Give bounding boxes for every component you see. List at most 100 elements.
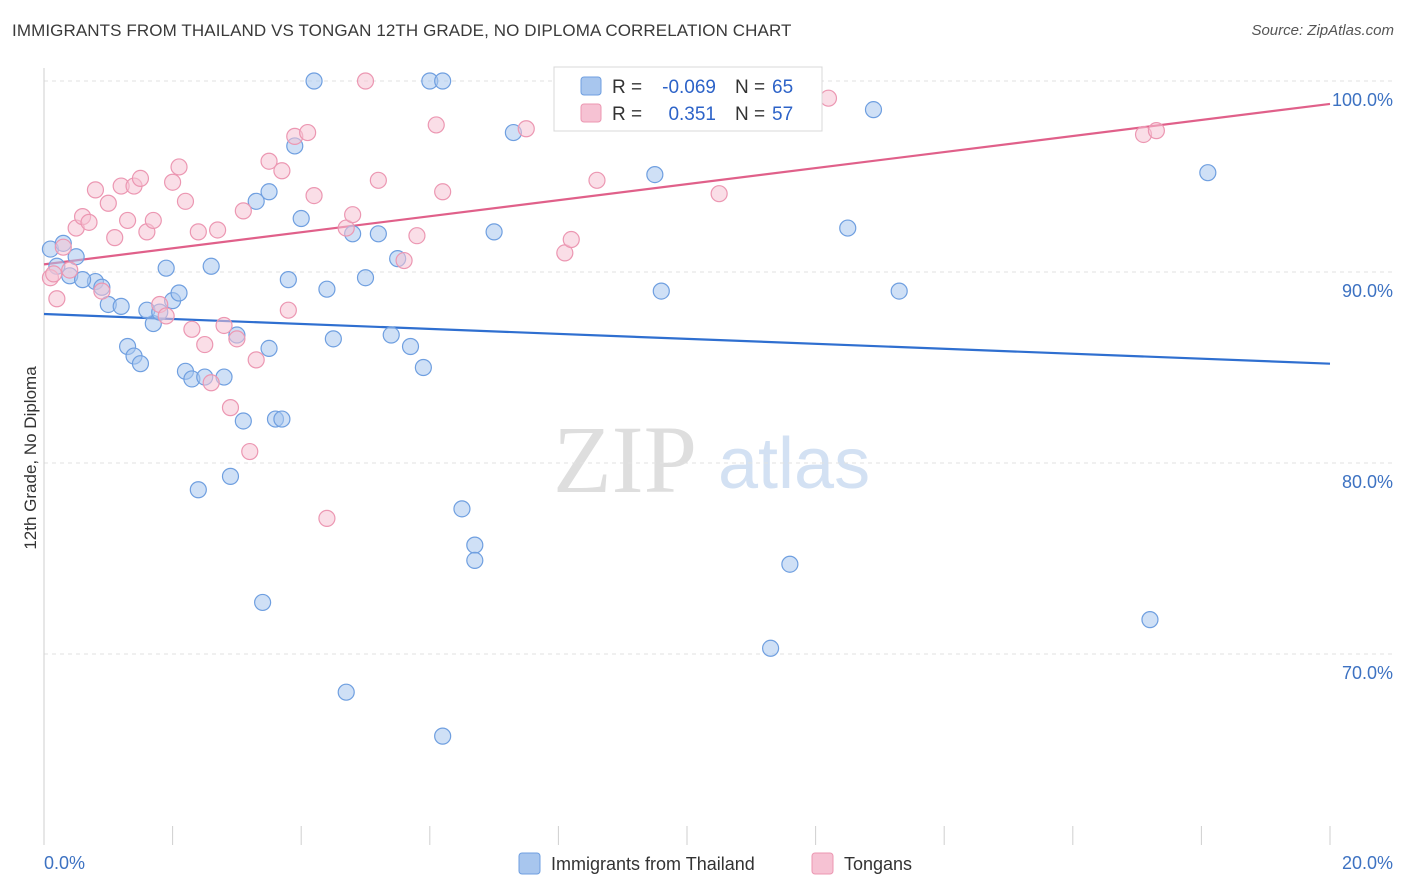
thailand-point-50	[466, 551, 484, 570]
thailand-point-27	[260, 183, 278, 201]
thailand-point-39	[356, 269, 375, 287]
tongans-point-24	[196, 335, 214, 354]
thailand-point-26	[254, 593, 272, 612]
thailand-point-56	[781, 555, 799, 573]
series-legend-label-thailand: Immigrants from Thailand	[551, 854, 755, 874]
tongans-point-20	[170, 158, 188, 176]
thailand-point-28	[260, 339, 278, 357]
tongans-point-42	[356, 72, 375, 90]
series-legend: Immigrants from Thailand Tongans	[518, 852, 912, 875]
tongans-point-18	[157, 307, 175, 325]
tongans-point-33	[260, 152, 278, 170]
legend-swatch-thailand	[580, 76, 602, 96]
tongans-point-44	[395, 251, 413, 270]
x-tick-label-max: 20.0%	[1342, 853, 1393, 873]
tongans-point-47	[434, 183, 452, 201]
thailand-trend-line	[43, 312, 1331, 365]
x-tick-label-min: 0.0%	[44, 853, 85, 873]
chart-title: IMMIGRANTS FROM THAILAND VS TONGAN 12TH …	[12, 21, 792, 40]
thailand-point-57	[839, 219, 857, 237]
legend-n-label-tongans: N =	[735, 104, 765, 125]
thailand-point-58	[864, 101, 883, 119]
tongans-point-43	[369, 171, 387, 189]
thailand-point-47	[434, 727, 452, 745]
data-points	[41, 72, 1217, 745]
thailand-point-36	[324, 330, 342, 348]
y-tick-label-70: 70.0%	[1342, 663, 1393, 683]
thailand-point-31	[279, 271, 297, 289]
tongans-point-2	[54, 238, 72, 256]
tongans-point-32	[247, 351, 265, 369]
tongans-point-29	[228, 330, 246, 348]
tongans-point-48	[517, 120, 535, 138]
legend-r-value-tongans: 0.351	[668, 104, 716, 125]
tongans-point-3	[61, 261, 79, 279]
y-tick-label-100: 100.0%	[1332, 90, 1393, 110]
thailand-point-43	[401, 337, 420, 356]
thailand-point-40	[369, 225, 387, 243]
tongans-point-41	[344, 206, 362, 224]
tongans-point-51	[588, 171, 606, 189]
thailand-point-10	[131, 355, 150, 373]
series-legend-swatch-thailand	[518, 852, 541, 875]
thailand-point-55	[761, 639, 780, 657]
thailand-point-25	[247, 192, 265, 210]
thailand-point-35	[318, 280, 336, 298]
tongans-point-19	[164, 173, 182, 191]
tongans-point-25	[202, 374, 220, 392]
tongans-point-38	[305, 187, 323, 205]
source-label: Source: ZipAtlas.com	[1251, 22, 1394, 39]
watermark-atlas: atlas	[718, 424, 870, 504]
legend-n-label-thailand: N =	[735, 77, 765, 98]
legend-swatch-tongans	[580, 103, 602, 123]
thailand-point-24	[234, 412, 252, 430]
tongans-point-39	[318, 509, 336, 527]
thailand-point-7	[112, 297, 130, 315]
tongans-point-28	[221, 399, 240, 417]
tongans-point-26	[209, 221, 227, 239]
legend-r-label-thailand: R =	[612, 77, 642, 98]
thailand-point-48	[453, 500, 471, 518]
thailand-point-61	[1199, 164, 1217, 182]
y-tick-labels: 70.0% 80.0% 90.0% 100.0%	[1332, 90, 1393, 683]
thailand-point-46	[434, 72, 452, 90]
tongans-point-50	[562, 230, 580, 249]
tongans-point-8	[93, 282, 111, 300]
thailand-point-22	[221, 467, 240, 485]
tongans-point-45	[408, 227, 426, 245]
thailand-point-53	[646, 165, 664, 184]
tongans-point-52	[710, 185, 728, 203]
tongans-point-31	[241, 442, 259, 461]
tongans-point-55	[1147, 122, 1165, 140]
thailand-point-49	[466, 536, 484, 554]
y-axis-title: 12th Grade, No Diploma	[21, 366, 40, 550]
y-tick-label-90: 90.0%	[1342, 281, 1393, 301]
tongans-point-34	[273, 162, 291, 180]
tongans-point-1	[48, 290, 66, 308]
thailand-point-44	[414, 358, 432, 377]
thailand-point-20	[202, 257, 220, 275]
gridlines	[44, 80, 1392, 655]
tongans-point-27	[215, 316, 233, 335]
tongans-point-6	[80, 213, 98, 231]
tongans-point-35	[279, 301, 297, 319]
series-legend-label-tongans: Tongans	[844, 854, 912, 874]
tongans-point-30	[234, 202, 252, 220]
thailand-point-59	[890, 282, 908, 300]
tongans-point-10	[106, 229, 124, 247]
thailand-point-51	[485, 223, 503, 241]
tongans-trend-line	[43, 102, 1331, 266]
tongans-point-53	[819, 89, 838, 107]
tongans-point-12	[118, 211, 137, 230]
series-legend-swatch-tongans	[811, 852, 834, 875]
legend-n-value-tongans: 57	[772, 104, 793, 125]
thailand-point-34	[305, 72, 323, 90]
y-tick-label-80: 80.0%	[1342, 472, 1393, 492]
thailand-point-60	[1141, 611, 1159, 629]
tongans-point-56	[45, 265, 63, 283]
thailand-point-13	[157, 259, 175, 277]
thailand-point-30	[273, 410, 291, 428]
legend-n-value-thailand: 65	[772, 77, 793, 98]
stats-legend: R = -0.069 N = 65 R = 0.351 N = 57	[553, 66, 823, 132]
